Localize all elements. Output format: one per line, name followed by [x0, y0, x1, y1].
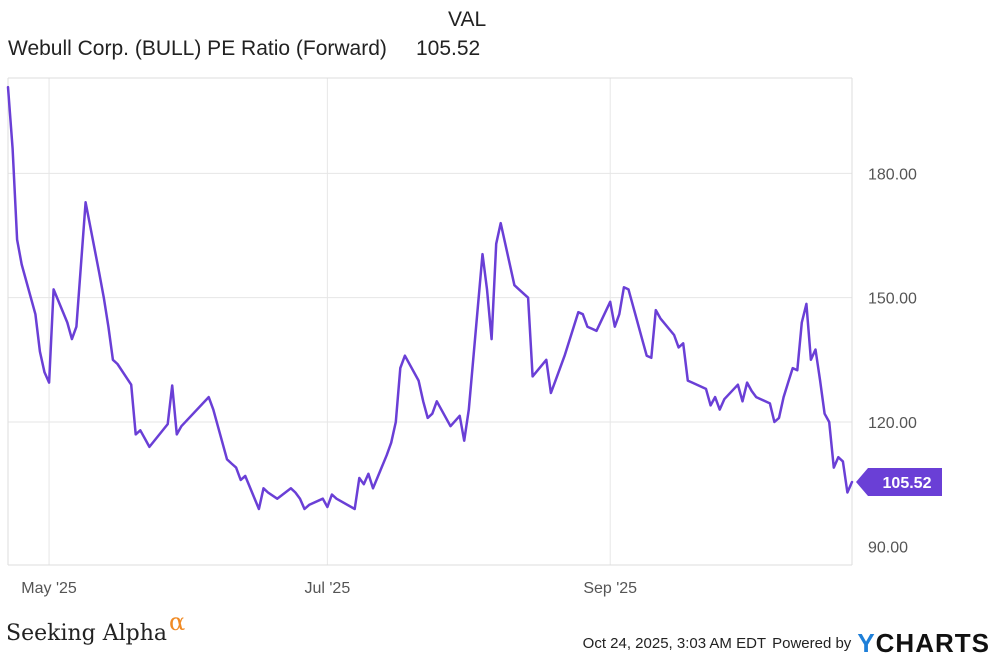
- y-tick-label: 180.00: [868, 166, 917, 183]
- y-tick-label: 120.00: [868, 415, 917, 432]
- y-tick-label: 90.00: [868, 539, 908, 556]
- seeking-alpha-text: Seeking Alpha: [6, 621, 167, 646]
- footer-powered-by: Powered by: [772, 635, 851, 652]
- gridlines: [8, 78, 852, 565]
- ycharts-logo-rest: CHARTS: [876, 628, 990, 658]
- pe-ratio-chart[interactable]: 90.00 120.00 150.00 180.00 May '25 Jul '25 Se…: [0, 0, 1000, 600]
- x-tick-label: Sep '25: [583, 580, 637, 597]
- alpha-symbol-icon: α: [169, 608, 185, 636]
- x-tick-label: May '25: [21, 580, 77, 597]
- seeking-alpha-logo[interactable]: Seeking Alphaα: [6, 618, 185, 646]
- y-tick-label: 150.00: [868, 291, 917, 308]
- y-axis-tick-labels: 90.00 120.00 150.00 180.00: [868, 166, 917, 556]
- ycharts-logo[interactable]: YCHARTS: [857, 628, 990, 659]
- last-value-label: 105.52: [883, 475, 932, 492]
- last-value-marker: 105.52: [856, 468, 942, 496]
- footer-timestamp: Oct 24, 2025, 3:03 AM EDT: [583, 635, 766, 652]
- ycharts-logo-y: Y: [857, 628, 875, 658]
- x-axis-tick-labels: May '25 Jul '25 Sep '25: [21, 580, 637, 597]
- x-tick-label: Jul '25: [304, 580, 350, 597]
- footer-attribution: Oct 24, 2025, 3:03 AM EDT Powered by YCH…: [583, 628, 990, 659]
